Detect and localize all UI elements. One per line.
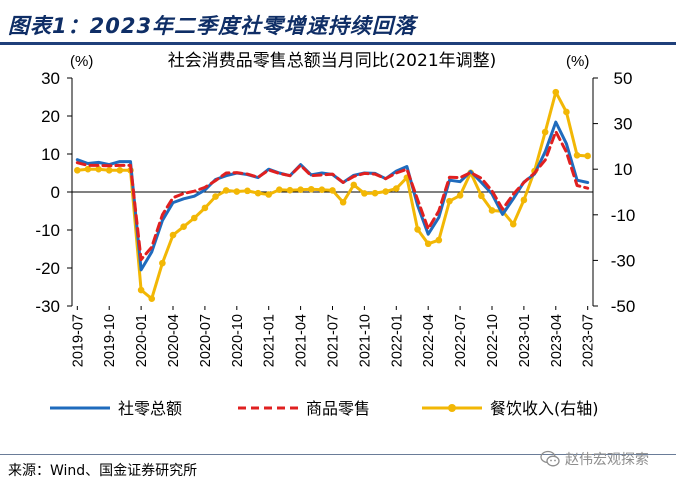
legend-label-0: 社零总额 xyxy=(118,399,182,418)
left-tick-label: 10 xyxy=(41,145,60,164)
x-tick-label: 2022-01 xyxy=(389,314,405,367)
x-tick-label: 2020-01 xyxy=(134,314,150,367)
series-point xyxy=(297,186,304,194)
legend-label-2: 餐饮收入(右轴) xyxy=(490,399,599,418)
x-tick-label: 2022-07 xyxy=(453,314,469,367)
legend: 社零总额 商品零售 餐饮收入(右轴) xyxy=(50,399,599,418)
figure-title: 图表1：2023年二季度社零增速持续回落 xyxy=(8,14,417,38)
series-point xyxy=(361,190,368,197)
series-point xyxy=(148,295,156,303)
series-point xyxy=(371,189,379,197)
right-tick-label: -30 xyxy=(611,251,636,270)
series-point xyxy=(95,165,102,173)
series-point xyxy=(276,186,283,194)
series-line-1 xyxy=(75,130,590,262)
source-note: 来源：Wind、国金证券研究所 xyxy=(8,463,198,479)
series-point xyxy=(84,165,92,173)
left-axis-unit: (%) xyxy=(70,53,93,70)
right-tick-label: -50 xyxy=(611,297,636,316)
x-tick-label: 2020-04 xyxy=(166,314,182,367)
series-point xyxy=(105,167,113,174)
series-point xyxy=(222,187,230,194)
series-point xyxy=(456,192,464,199)
series-point xyxy=(392,185,400,192)
right-tick-label: 50 xyxy=(614,69,633,88)
series-point xyxy=(350,181,358,189)
series-point xyxy=(286,186,294,194)
series-point xyxy=(414,226,421,233)
series-point xyxy=(244,187,251,195)
x-tick-label: 2023-01 xyxy=(517,314,533,367)
left-tick-label: -30 xyxy=(35,297,60,316)
series-point xyxy=(233,188,241,195)
x-tick-label: 2021-07 xyxy=(326,314,342,367)
right-tick-label: -10 xyxy=(611,206,636,225)
series-line-0 xyxy=(75,120,590,272)
x-tick-label: 2023-04 xyxy=(549,314,565,367)
series-point xyxy=(318,186,326,194)
legend-label-1: 商品零售 xyxy=(306,399,370,418)
right-tick-label: 30 xyxy=(614,115,633,134)
left-tick-label: -20 xyxy=(35,259,60,278)
x-tick-label: 2021-04 xyxy=(294,314,310,367)
right-tick-label: 10 xyxy=(614,160,633,179)
line-chart: (%) 社会消费品零售总额当月同比(2021年调整) (%) 30 20 10 0 -1… xyxy=(35,51,636,418)
series-point xyxy=(488,207,496,214)
x-tick-label: 2020-07 xyxy=(198,314,214,367)
x-tick-label: 2021-10 xyxy=(357,314,373,367)
left-tick-label: 0 xyxy=(51,183,60,202)
x-tick-label: 2020-10 xyxy=(230,314,246,367)
series-point xyxy=(190,214,198,222)
series-point xyxy=(180,223,187,230)
left-tick-label: -10 xyxy=(35,221,60,240)
series-point xyxy=(159,259,166,267)
watermark: 赵伟宏观探索 xyxy=(540,449,649,469)
series-point xyxy=(116,167,124,174)
series-point xyxy=(201,204,209,212)
x-tick-label: 2023-07 xyxy=(581,314,597,367)
left-tick-label: 20 xyxy=(41,107,60,126)
watermark-text: 赵伟宏观探索 xyxy=(565,452,649,468)
wechat-icon xyxy=(540,450,560,467)
series-point xyxy=(265,191,273,198)
series-point xyxy=(584,152,591,160)
left-tick-label: 30 xyxy=(41,69,60,88)
series-point xyxy=(329,187,336,194)
x-tick-label: 2019-10 xyxy=(102,314,118,367)
header-divider xyxy=(0,42,676,45)
series-point xyxy=(509,220,517,228)
x-tick-label: 2022-10 xyxy=(485,314,501,367)
x-tick-label: 2019-07 xyxy=(70,314,86,367)
series-line-2 xyxy=(75,90,590,301)
right-axis-unit: (%) xyxy=(566,53,589,70)
series-point xyxy=(552,88,560,96)
series-point xyxy=(520,196,528,204)
series-point xyxy=(573,151,581,159)
series-point xyxy=(382,188,389,195)
series-point xyxy=(478,192,485,200)
series-point xyxy=(563,108,570,116)
series-point xyxy=(446,197,453,205)
x-tick-label: 2021-01 xyxy=(262,314,278,367)
series-point xyxy=(169,231,177,239)
legend-marker xyxy=(448,404,456,412)
series-point xyxy=(424,240,432,248)
series-point xyxy=(254,189,262,197)
x-tick-label: 2022-04 xyxy=(421,314,437,367)
chart-title: 社会消费品零售总额当月同比(2021年调整) xyxy=(168,51,497,71)
series-point xyxy=(339,198,347,206)
series-point xyxy=(74,167,81,174)
series-point xyxy=(541,128,549,136)
footer-divider xyxy=(0,454,676,455)
series-point xyxy=(435,236,443,244)
series-point xyxy=(212,193,219,200)
report-header: 图表1：2023年二季度社零增速持续回落 xyxy=(0,0,676,46)
series-point xyxy=(307,185,315,193)
series-point xyxy=(137,286,145,294)
